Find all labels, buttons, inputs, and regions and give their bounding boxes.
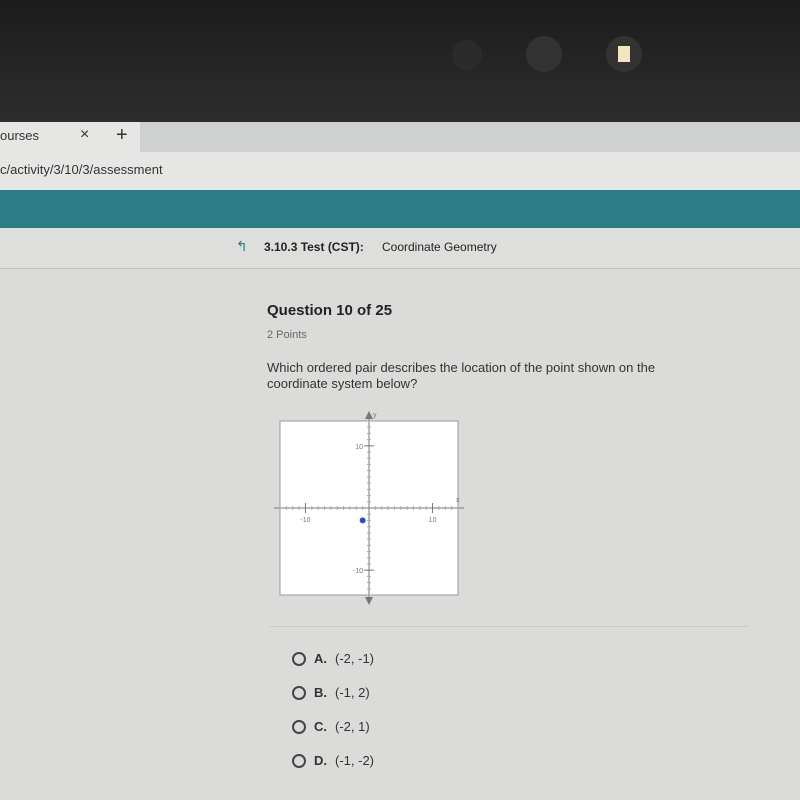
- question-text: Which ordered pair describes the locatio…: [267, 360, 656, 391]
- url: c/activity/3/10/3/assessment: [0, 162, 163, 177]
- option-letter: B.: [314, 685, 327, 700]
- radio-button[interactable]: [292, 753, 306, 768]
- y-axis-label: y: [373, 412, 377, 419]
- back-arrow[interactable]: ↰: [236, 238, 248, 254]
- url-bar[interactable]: c/activity/3/10/3/assessment: [0, 152, 800, 190]
- tab-title: ourses: [0, 128, 40, 143]
- camera: [606, 36, 642, 72]
- radio-button[interactable]: [292, 719, 306, 734]
- indicator: [618, 46, 630, 62]
- camera: [526, 36, 562, 72]
- tab-close[interactable]: ×: [80, 126, 90, 143]
- option-letter: A.: [314, 651, 327, 666]
- option[interactable]: D. (-1, -2): [292, 753, 374, 768]
- option-text: (-1, -2): [335, 753, 374, 768]
- option-text: (-2, -1): [335, 651, 374, 666]
- x-tick-label: -10: [300, 517, 310, 524]
- option-letter: C.: [314, 719, 327, 734]
- y-tick-label: 10: [355, 444, 363, 451]
- point: [359, 517, 366, 524]
- coordinate-graph: -10 10 -10 10 x y: [274, 411, 464, 605]
- divider: [270, 626, 748, 627]
- x-tick-label: 10: [429, 517, 437, 524]
- test-code: 3.10.3 Test (CST):: [264, 240, 364, 254]
- question-points: 2 Points: [267, 329, 307, 341]
- option[interactable]: B. (-1, 2): [292, 685, 370, 700]
- option[interactable]: A. (-2, -1): [292, 651, 374, 666]
- y-tick-label: -10: [353, 568, 363, 575]
- camera: [452, 40, 482, 70]
- question-title: Question 10 of 25: [267, 302, 393, 319]
- option-letter: D.: [314, 753, 327, 768]
- content: Question 10 of 25 2 Points Which ordered…: [0, 269, 800, 800]
- screen-bezel: [0, 0, 800, 122]
- option-text: (-2, 1): [335, 719, 370, 734]
- new-tab[interactable]: +: [116, 124, 128, 146]
- option[interactable]: C. (-2, 1): [292, 719, 370, 734]
- radio-button[interactable]: [292, 651, 306, 666]
- option-text: (-1, 2): [335, 685, 370, 700]
- radio-button[interactable]: [292, 685, 306, 700]
- test-header: ↰ 3.10.3 Test (CST): Coordinate Geometry: [0, 228, 800, 269]
- tab[interactable]: ourses ×: [0, 122, 140, 152]
- test-subject: Coordinate Geometry: [382, 240, 497, 254]
- x-axis-label: x: [456, 497, 460, 504]
- site-banner: [0, 190, 800, 228]
